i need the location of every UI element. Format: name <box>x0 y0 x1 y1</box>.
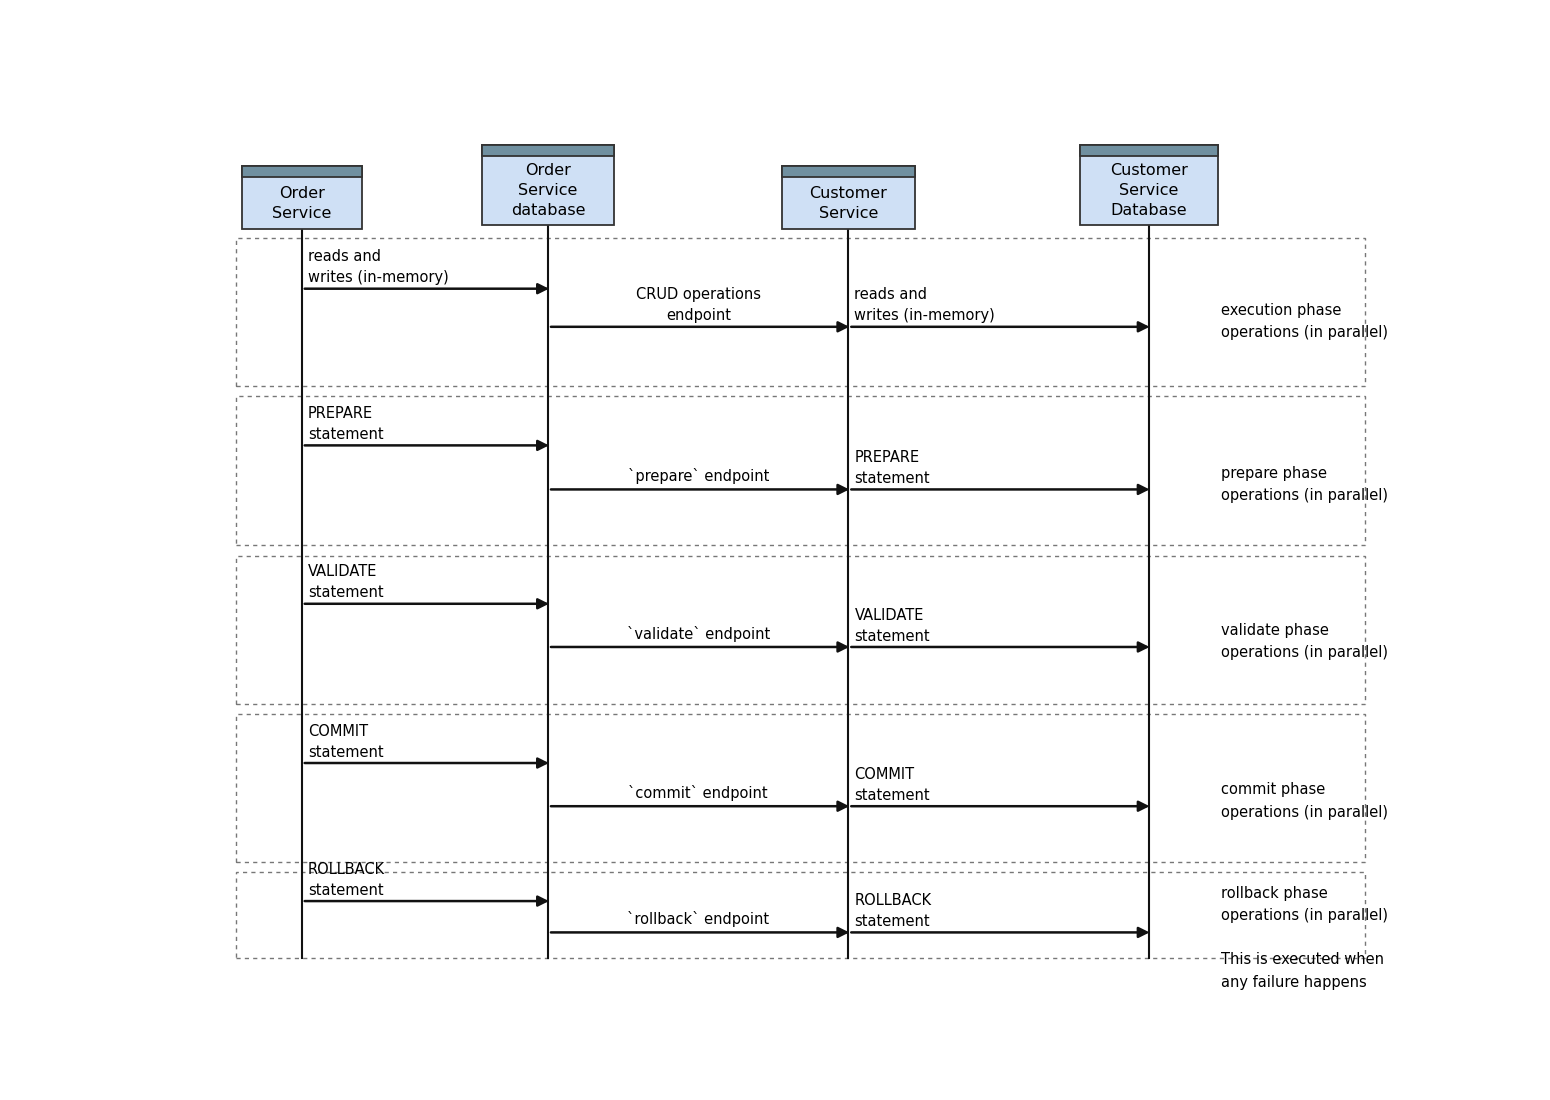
Text: COMMIT
statement: COMMIT statement <box>854 767 930 803</box>
Text: CRUD operations
endpoint: CRUD operations endpoint <box>636 287 761 323</box>
Text: validate phase
operations (in parallel): validate phase operations (in parallel) <box>1221 624 1387 660</box>
Text: Customer
Service
Database: Customer Service Database <box>1110 163 1187 218</box>
FancyBboxPatch shape <box>236 556 1366 704</box>
FancyBboxPatch shape <box>236 872 1366 958</box>
Text: `prepare` endpoint: `prepare` endpoint <box>628 469 769 484</box>
Text: `rollback` endpoint: `rollback` endpoint <box>628 911 769 927</box>
Text: ROLLBACK
statement: ROLLBACK statement <box>308 861 384 898</box>
FancyBboxPatch shape <box>482 145 614 156</box>
Text: `commit` endpoint: `commit` endpoint <box>628 785 769 801</box>
FancyBboxPatch shape <box>783 166 914 230</box>
Text: PREPARE
statement: PREPARE statement <box>854 450 930 486</box>
Text: execution phase
operations (in parallel): execution phase operations (in parallel) <box>1221 304 1387 340</box>
Text: reads and
writes (in-memory): reads and writes (in-memory) <box>308 250 448 285</box>
FancyBboxPatch shape <box>236 714 1366 862</box>
Text: reads and
writes (in-memory): reads and writes (in-memory) <box>854 287 995 323</box>
Text: prepare phase
operations (in parallel): prepare phase operations (in parallel) <box>1221 465 1387 503</box>
Text: PREPARE
statement: PREPARE statement <box>308 406 383 442</box>
FancyBboxPatch shape <box>242 166 363 230</box>
FancyBboxPatch shape <box>236 238 1366 386</box>
FancyBboxPatch shape <box>236 396 1366 546</box>
Text: Customer
Service: Customer Service <box>809 186 887 220</box>
Text: `validate` endpoint: `validate` endpoint <box>626 626 770 642</box>
Text: VALIDATE
statement: VALIDATE statement <box>308 564 383 601</box>
Text: rollback phase
operations (in parallel)

This is executed when
any failure happe: rollback phase operations (in parallel) … <box>1221 886 1387 990</box>
Text: ROLLBACK
statement: ROLLBACK statement <box>854 893 932 930</box>
Text: VALIDATE
statement: VALIDATE statement <box>854 607 930 644</box>
Text: COMMIT
statement: COMMIT statement <box>308 724 383 760</box>
Text: commit phase
operations (in parallel): commit phase operations (in parallel) <box>1221 782 1387 820</box>
FancyBboxPatch shape <box>242 166 363 177</box>
FancyBboxPatch shape <box>1080 145 1218 156</box>
FancyBboxPatch shape <box>482 145 614 226</box>
Text: Order
Service: Order Service <box>273 186 332 220</box>
FancyBboxPatch shape <box>783 166 914 177</box>
Text: Order
Service
database: Order Service database <box>512 163 586 218</box>
FancyBboxPatch shape <box>1080 145 1218 226</box>
